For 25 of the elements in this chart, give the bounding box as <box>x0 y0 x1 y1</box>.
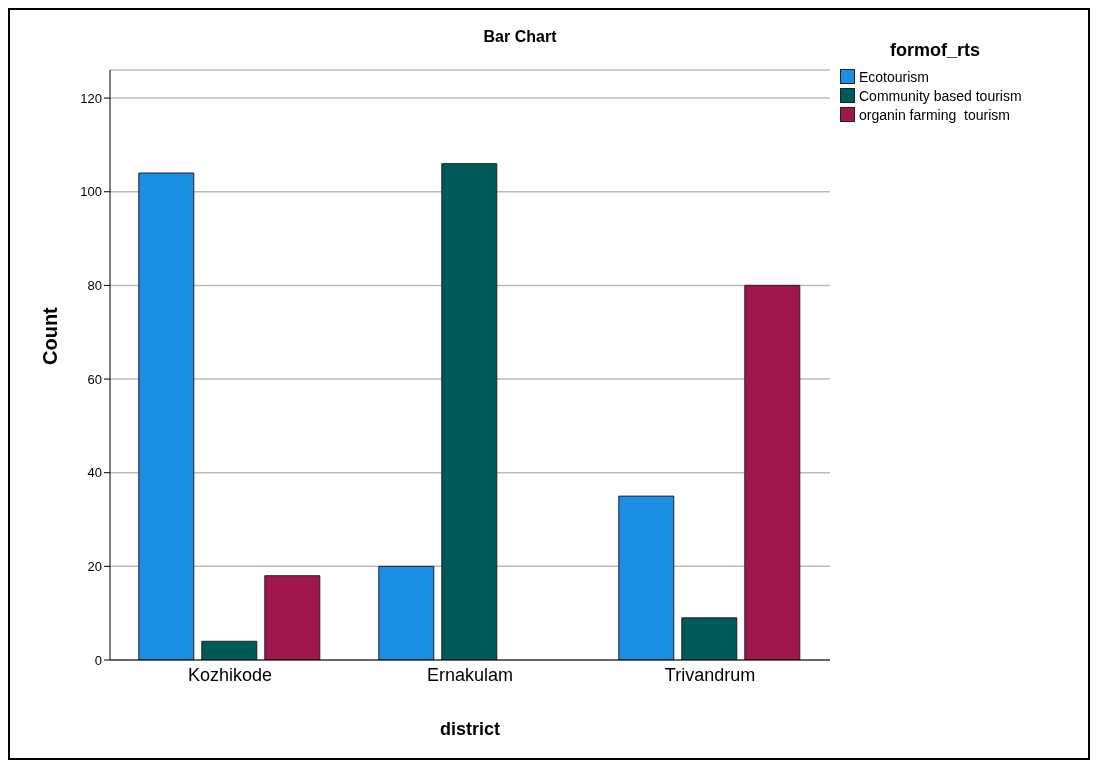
x-tick-label: Kozhikode <box>187 664 273 685</box>
bar <box>138 172 195 660</box>
y-tick-label: 80 <box>87 278 102 294</box>
chart-title: Bar Chart <box>483 28 557 45</box>
bar <box>441 163 498 660</box>
legend-label: Community based tourism <box>859 87 1022 104</box>
y-tick-label: 40 <box>87 465 102 481</box>
y-axis-title: Count <box>39 306 62 365</box>
bar <box>744 284 801 660</box>
bar <box>618 495 675 660</box>
bar <box>264 575 321 660</box>
bar <box>378 565 435 660</box>
y-tick-label: 0 <box>94 652 102 668</box>
bar <box>201 640 258 660</box>
legend-label: Ecotourism <box>859 68 930 85</box>
x-axis-title: district <box>439 719 501 739</box>
x-tick-label: Ernakulam <box>426 664 514 685</box>
bar <box>681 617 738 660</box>
x-tick-label: Trivandrum <box>664 664 756 685</box>
legend-title: formof_rts <box>890 40 981 61</box>
y-tick-label: 120 <box>80 90 102 106</box>
y-tick-label: 100 <box>80 184 102 200</box>
y-tick-label: 60 <box>87 371 102 387</box>
legend-label: organin farming tourism <box>859 106 1010 123</box>
y-tick-label: 20 <box>87 558 102 574</box>
